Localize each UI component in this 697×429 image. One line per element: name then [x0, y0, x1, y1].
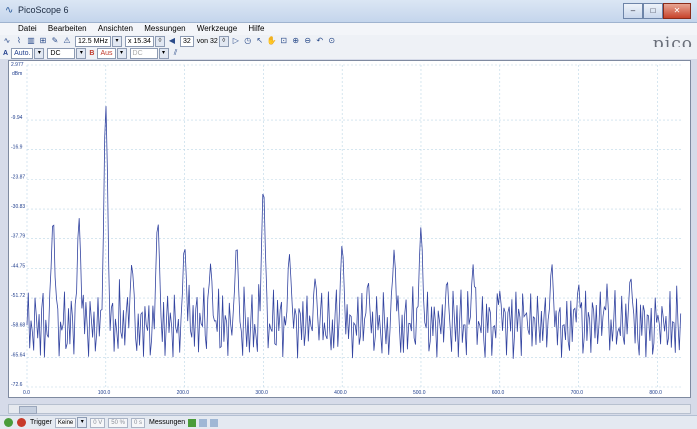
menu-werkzeuge[interactable]: Werkzeuge — [196, 24, 238, 33]
window-controls: – □ ✕ — [623, 3, 691, 19]
y-tick-label: -51.72 — [11, 293, 25, 299]
y-tick-label: -65.64 — [11, 352, 25, 358]
zoom-out-icon[interactable]: ⊖ — [304, 36, 312, 45]
spectrum-trace — [26, 106, 682, 359]
x-tick-label: 300.0 — [255, 390, 268, 396]
measurements-label: Messungen — [149, 419, 186, 426]
menu-ansichten[interactable]: Ansichten — [97, 24, 133, 33]
x-tick-label: 400.0 — [334, 390, 347, 396]
spectrum-view[interactable]: 2.977 -9.94 -16.9 -23.87 -30.83 -37.79 -44.75 -… — [8, 60, 691, 398]
window-title: PicoScope 6 — [18, 5, 69, 15]
clock-icon[interactable]: ◷ — [244, 36, 252, 45]
hand-tool-icon[interactable]: ✋ — [266, 36, 277, 45]
menu-bearbeiten[interactable]: Bearbeiten — [47, 24, 87, 33]
y-tick-label: -72.6 — [11, 382, 23, 388]
trigger-mode-field[interactable]: Keine — [54, 417, 77, 428]
channel-b-coupling-dropdown-icon[interactable]: ▾ — [158, 47, 169, 59]
channel-a-range-field[interactable]: Auto. — [11, 47, 34, 59]
bandwidth-field[interactable]: 12.5 MHz — [75, 35, 111, 47]
channel-a-label: A — [3, 49, 9, 57]
y-tick-label: -30.83 — [11, 204, 25, 210]
y-tick-label: -58.68 — [11, 323, 25, 329]
edit-measurement-icon[interactable] — [199, 418, 208, 427]
zoom-field[interactable]: x 15.34 — [124, 35, 154, 47]
x-tick-label: 500.0 — [413, 390, 426, 396]
menu-bar: Datei Bearbeiten Ansichten Messungen Wer… — [0, 23, 697, 35]
buffer-stepper-icon[interactable]: ◊ — [218, 35, 229, 47]
signal-generator-icon[interactable]: ⚠ — [63, 36, 71, 45]
channel-b-range-field[interactable]: Aus — [97, 47, 116, 59]
y-tick-label: -23.87 — [11, 174, 25, 180]
x-axis: 0.0 100.0 200.0 300.0 400.0 500.0 600.0 700.0 80… — [23, 390, 662, 396]
channel-a-coupling-dropdown-icon[interactable]: ▾ — [76, 47, 87, 59]
menu-datei[interactable]: Datei — [18, 24, 37, 33]
probe-icon[interactable]: ✎ — [51, 36, 59, 45]
scope-mode-icon[interactable]: ∿ — [3, 36, 11, 45]
x-tick-label: 0.0 — [23, 390, 30, 396]
trigger-label: Trigger — [30, 419, 52, 426]
scrollbar-thumb[interactable] — [19, 406, 37, 414]
run-icon[interactable]: ▷ — [232, 36, 239, 45]
y-tick-label: -44.75 — [11, 263, 25, 269]
title-bar: ∿ PicoScope 6 – □ ✕ — [0, 0, 697, 23]
persistence-mode-icon[interactable]: ⌇ — [17, 36, 21, 45]
channel-a-coupling-field[interactable]: DC — [47, 47, 76, 59]
maximize-button[interactable]: □ — [643, 3, 663, 19]
y-unit-label: dBm — [12, 71, 22, 77]
menu-messungen[interactable]: Messungen — [144, 24, 186, 33]
x-tick-label: 600.0 — [492, 390, 505, 396]
trigger-mode-dropdown-icon[interactable]: ▾ — [77, 417, 88, 428]
channel-b-range-dropdown-icon[interactable]: ▾ — [116, 47, 127, 59]
channel-a-range-dropdown-icon[interactable]: ▾ — [34, 47, 45, 59]
run-button[interactable] — [4, 418, 13, 427]
undo-zoom-icon[interactable]: ↶ — [316, 36, 324, 45]
buffer-count-label: von 32 — [196, 37, 218, 45]
main-toolbar: ∿ ⌇ ▥ ⊞ ✎ ⚠ 12.5 MHz ▾ x 15.34 ◊ ◀ 32 vo… — [0, 35, 697, 47]
pointer-tool-icon[interactable]: ↖ — [256, 36, 264, 45]
trigger-delay-field[interactable]: 0 s — [130, 417, 145, 428]
pretrigger-field[interactable]: 50 % — [108, 417, 128, 428]
horizontal-scrollbar[interactable] — [8, 404, 691, 414]
zoom-in-icon[interactable]: ⊕ — [292, 36, 300, 45]
status-bar: Trigger Keine ▾ 0 V 50 % 0 s Messungen — [0, 415, 697, 429]
x-tick-label: 200.0 — [177, 390, 190, 396]
channel-options-icon[interactable]: ⫽ — [173, 48, 178, 57]
zoom-fit-icon[interactable]: ⊙ — [328, 36, 336, 45]
channel-b-label: B — [89, 49, 95, 57]
zoom-area-icon[interactable]: ⊡ — [280, 36, 288, 45]
channel-toolbar: A Auto. ▾ DC ▾ B Aus ▾ DC ▾ ⫽ — [0, 47, 697, 59]
x-tick-label: 700.0 — [571, 390, 584, 396]
spectrum-mode-icon[interactable]: ▥ — [27, 36, 35, 45]
minimize-button[interactable]: – — [623, 3, 643, 19]
add-view-icon[interactable]: ⊞ — [39, 36, 47, 45]
x-tick-label: 800.0 — [649, 390, 662, 396]
bandwidth-dropdown-icon[interactable]: ▾ — [111, 35, 122, 47]
buffer-index-field[interactable]: 32 — [179, 35, 194, 47]
close-button[interactable]: ✕ — [663, 3, 691, 19]
x-tick-label: 100.0 — [98, 390, 111, 396]
menu-hilfe[interactable]: Hilfe — [248, 24, 265, 33]
buffer-previous-icon[interactable]: ◀ — [168, 36, 176, 45]
y-tick-label: -16.9 — [11, 145, 23, 151]
picoscope-app-icon: ∿ — [5, 5, 14, 16]
spectrum-chart[interactable]: 2.977 -9.94 -16.9 -23.87 -30.83 -37.79 -44.75 -… — [9, 61, 690, 397]
y-tick-label: -37.79 — [11, 234, 25, 240]
stop-button[interactable] — [17, 418, 26, 427]
y-tick-label: 2.977 — [11, 62, 24, 68]
channel-b-coupling-field[interactable]: DC — [129, 47, 158, 59]
zoom-stepper-icon[interactable]: ◊ — [154, 35, 165, 47]
delete-measurement-icon[interactable] — [210, 418, 219, 427]
y-tick-label: -9.94 — [11, 115, 23, 121]
trigger-level-field[interactable]: 0 V — [90, 417, 106, 428]
add-measurement-icon[interactable] — [188, 418, 197, 427]
y-axis: 2.977 -9.94 -16.9 -23.87 -30.83 -37.79 -44.75 -… — [11, 62, 25, 388]
